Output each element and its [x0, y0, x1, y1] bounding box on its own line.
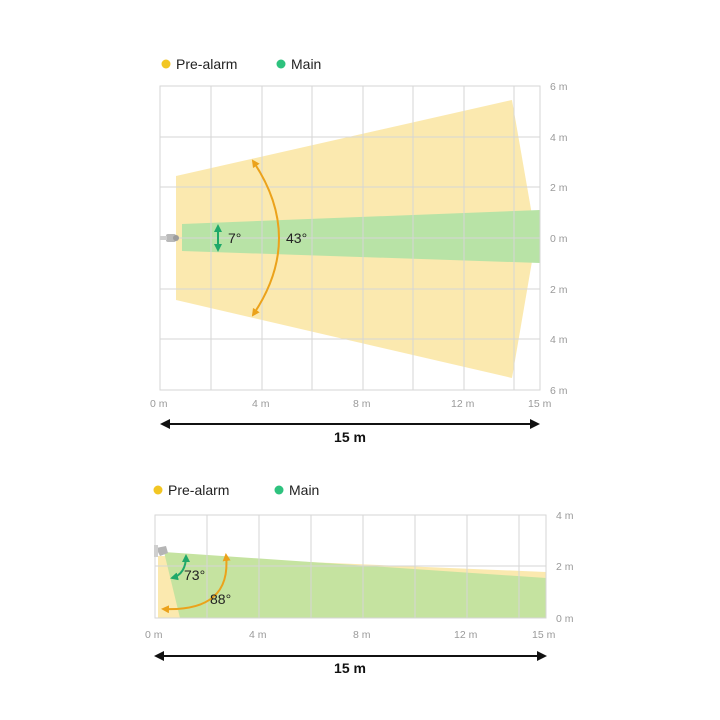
- y-tick: 0 m: [556, 613, 574, 625]
- pre-alarm-angle-arrow: [251, 159, 280, 317]
- y-tick: 6 m: [550, 81, 568, 93]
- distance-label: 15 m: [334, 660, 366, 676]
- main-legend-label: Main: [291, 56, 321, 72]
- main-angle-label: 7°: [228, 230, 241, 246]
- x-tick: 4 m: [249, 629, 267, 641]
- y-tick: 2 m: [550, 284, 568, 296]
- y-tick: 4 m: [556, 510, 574, 522]
- main-angle-label: 73°: [184, 567, 205, 583]
- x-tick: 15 m: [532, 629, 556, 641]
- y-tick: 4 m: [550, 334, 568, 346]
- top-grid: [159, 85, 541, 391]
- x-tick: 15 m: [528, 398, 552, 410]
- pre-alarm-legend-label: Pre-alarm: [168, 482, 229, 498]
- x-tick: 0 m: [145, 629, 163, 641]
- x-tick: 8 m: [353, 398, 371, 410]
- y-tick: 0 m: [550, 233, 568, 245]
- x-tick: 4 m: [252, 398, 270, 410]
- main-legend-dot: [276, 59, 286, 69]
- pre-alarm-legend-dot: [161, 59, 171, 69]
- pre-alarm-angle-label: 88°: [210, 591, 231, 607]
- top-legend: Pre-alarm Main: [161, 56, 321, 72]
- y-tick: 4 m: [550, 132, 568, 144]
- x-tick: 12 m: [451, 398, 475, 410]
- pre-alarm-legend-label: Pre-alarm: [176, 56, 237, 72]
- side-y-ticks: 4 m 2 m 0 m: [556, 510, 574, 625]
- pre-alarm-legend-dot: [153, 485, 163, 495]
- main-legend-label: Main: [289, 482, 319, 498]
- x-tick: 8 m: [353, 629, 371, 641]
- side-x-ticks: 0 m 4 m 8 m 12 m 15 m: [145, 629, 556, 641]
- distance-label: 15 m: [334, 429, 366, 445]
- top-y-ticks: 6 m 4 m 2 m 0 m 2 m 4 m 6 m: [550, 81, 568, 397]
- main-legend-dot: [274, 485, 284, 495]
- y-tick: 6 m: [550, 385, 568, 397]
- x-tick: 12 m: [454, 629, 478, 641]
- top-view-diagram: Pre-alarm Main 6 m 4 m 2 m: [150, 56, 568, 445]
- top-x-ticks: 0 m 4 m 8 m 12 m 15 m: [150, 398, 552, 410]
- y-tick: 2 m: [556, 561, 574, 573]
- side-legend: Pre-alarm Main: [153, 482, 319, 498]
- pre-alarm-angle-label: 43°: [286, 230, 307, 246]
- side-view-diagram: Pre-alarm Main 4 m 2 m 0 m 0 m: [145, 482, 574, 676]
- main-zone: [182, 210, 540, 263]
- y-tick: 2 m: [550, 182, 568, 194]
- x-tick: 0 m: [150, 398, 168, 410]
- sensor-icon: [160, 234, 179, 242]
- pre-alarm-angle-arrow: [161, 553, 231, 614]
